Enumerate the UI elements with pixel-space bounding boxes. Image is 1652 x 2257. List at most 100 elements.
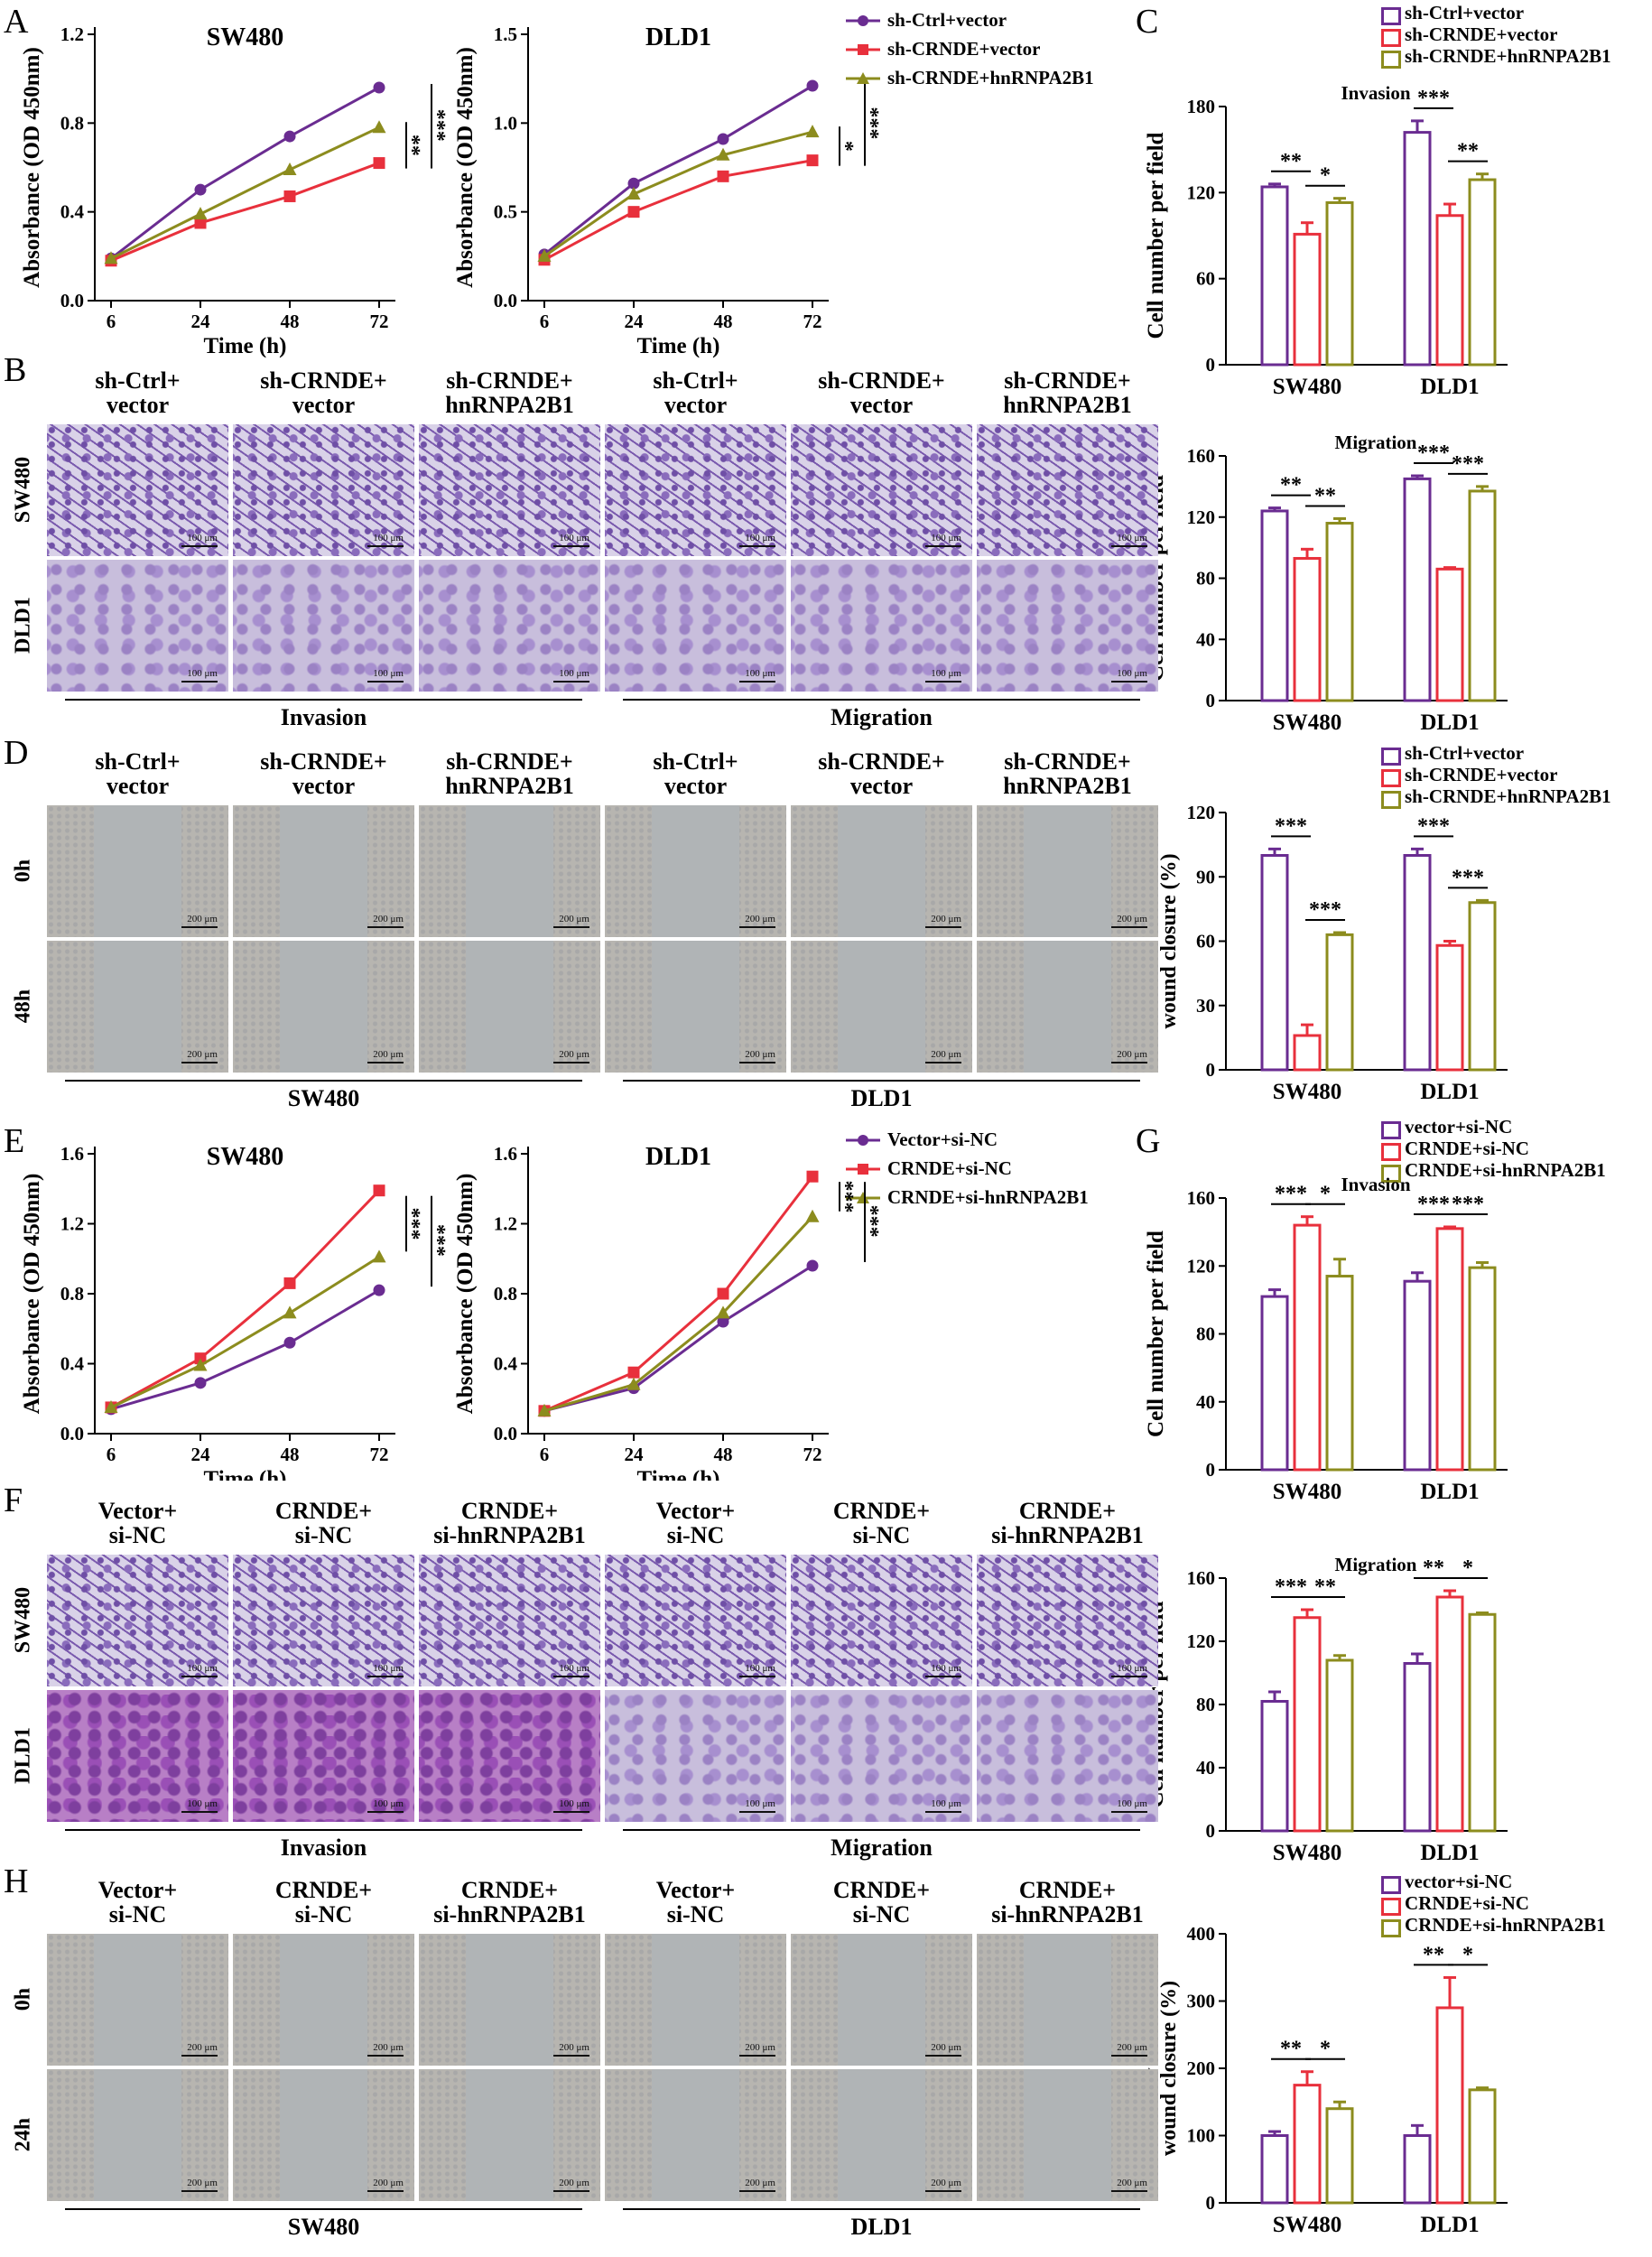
micrograph-h-gap [652,1934,739,2066]
E2-point [627,1366,640,1379]
micrograph-b-r1-c1: 100 μm [233,560,414,692]
micrograph-f-r0-c5: 100 μm [977,1555,1158,1686]
column-header-h-5: CRNDE+ si-hnRNPA2B1 [975,1878,1160,1927]
H-ylabel: Relative ratio ofwound closure (%) [1146,1981,1181,2156]
E1-xtick-label: 72 [370,1444,389,1465]
E1-ytick-label: 1.6 [60,1143,84,1165]
G2-bar-0 [1260,1700,1289,1833]
scale-bar [181,681,218,683]
A1-xlabel: Time (h) [204,334,287,358]
E2-xtick-label: 6 [540,1444,550,1465]
scale-bar-label: 100 μm [1117,1663,1147,1674]
C2-sig-label: ** [1280,474,1302,497]
C1-bar-2 [1468,178,1497,367]
scale-bar [739,1811,775,1813]
micrograph-f-r0-c0: 100 μm [47,1555,228,1686]
D-xtick-label: SW480 [1273,1080,1341,1104]
column-header-line-1: sh-CRNDE+ [446,748,573,775]
legend-a-2: sh-CRNDE+vector [887,38,1041,60]
E2-title: DLD1 [645,1143,711,1171]
D-sig-label: *** [1275,814,1307,838]
micrograph-d-r0-c0: 200 μm [47,805,228,937]
A2-point [716,147,730,161]
H-bar-1 [1293,2084,1322,2205]
H-ytick-label: 200 [1187,2057,1216,2079]
scale-bar [925,926,961,928]
A2-series-line-2 [543,130,813,258]
scale-bar-label: 200 μm [1117,914,1147,924]
column-header-h-4: CRNDE+ si-NC [789,1878,974,1927]
scale-bar [553,1676,589,1677]
C2-ytick-label: 0 [1206,690,1216,711]
scale-bar [367,926,404,928]
scale-bar [181,2055,218,2057]
micrograph-d-gap [838,941,925,1073]
G1-sig-label: *** [1417,1193,1450,1216]
column-header-d-1: sh-CRNDE+ vector [231,749,416,798]
A2-ytick-label: 1.5 [494,23,517,45]
H-sig-label: ** [1423,1943,1444,1966]
scale-bar-label: 200 μm [373,1049,404,1060]
legend-g-swatch-3 [1381,1165,1401,1183]
A2-ytick-label: 0.0 [494,290,517,311]
column-header-line-2: hnRNPA2B1 [445,392,574,418]
scale-bar-label: 100 μm [1117,533,1147,543]
scale-bar-label: 200 μm [187,2042,218,2053]
column-header-f-3: Vector+ si-NC [603,1499,788,1547]
E2-ytick-label: 0.8 [494,1283,517,1305]
legend-d-3: sh-CRNDE+hnRNPA2B1 [1405,785,1611,807]
E2-ytick-label: 0.0 [494,1423,517,1444]
micrograph-h-r0-c2: 200 μm [419,1934,600,2066]
column-header-line-2: vector [849,392,914,418]
G1-xtick-label: DLD1 [1420,1480,1479,1504]
G1-bar-2 [1468,1266,1497,1472]
scale-bar-label: 100 μm [931,668,961,679]
D-ytick-label: 0 [1206,1059,1216,1081]
A1-point [194,217,207,229]
micrograph-h-gap [652,2069,739,2201]
micrograph-h-r0-c5: 200 μm [977,1934,1158,2066]
H-ytick-label: 0 [1206,2192,1216,2214]
E2-xtick-label: 72 [803,1444,822,1465]
column-header-line-1: sh-CRNDE+ [260,367,387,394]
micrograph-h-r0-c4: 200 μm [791,1934,972,2066]
legend-c-swatch-1 [1381,7,1401,25]
G1-bar-2 [1325,1275,1354,1472]
C1-sig-label: * [1320,164,1331,188]
legend-a-swatches [846,15,880,84]
G1-ytick-label: 120 [1187,1255,1216,1277]
column-header-b-1: sh-CRNDE+ vector [231,368,416,417]
group-line-h-0 [65,2208,582,2210]
column-header-line-2: si-hnRNPA2B1 [991,1901,1144,1927]
column-header-line-2: si-NC [666,1522,725,1548]
A2-series-line-1 [543,159,813,262]
column-header-d-0: sh-Ctrl+ vector [45,749,230,798]
scale-bar [925,2190,961,2192]
A2-xtick-label: 72 [803,311,822,332]
scale-bar-label: 200 μm [373,914,404,924]
column-header-line-1: Vector+ [97,1498,178,1524]
column-header-b-2: sh-CRNDE+ hnRNPA2B1 [417,368,602,417]
G2-bar-2 [1325,1658,1354,1833]
E1-ytick-label: 0.8 [60,1283,84,1305]
legend-c-swatch-2 [1381,29,1401,47]
scale-bar [367,1811,404,1813]
scale-bar [1111,681,1147,683]
column-header-line-1: CRNDE+ [274,1877,373,1903]
H-sig-label: ** [1280,2038,1302,2061]
micrograph-d-gap [652,805,739,937]
column-header-h-0: Vector+ si-NC [45,1878,230,1927]
column-header-line-1: CRNDE+ [460,1877,559,1903]
E2-point [806,1259,819,1272]
scale-bar [739,1062,775,1063]
scale-bar [181,926,218,928]
E1-point [373,1184,385,1197]
group-line-f-0 [65,1829,582,1831]
E1-point [194,1377,207,1389]
scale-bar-label: 100 μm [745,1798,775,1809]
legend-d-swatch-2 [1381,769,1401,787]
scale-bar-label: 200 μm [559,914,589,924]
E1-ytick-label: 1.2 [60,1213,84,1235]
micrograph-b-r1-c3: 100 μm [605,560,786,692]
micrograph-b-r0-c1: 100 μm [233,424,414,556]
